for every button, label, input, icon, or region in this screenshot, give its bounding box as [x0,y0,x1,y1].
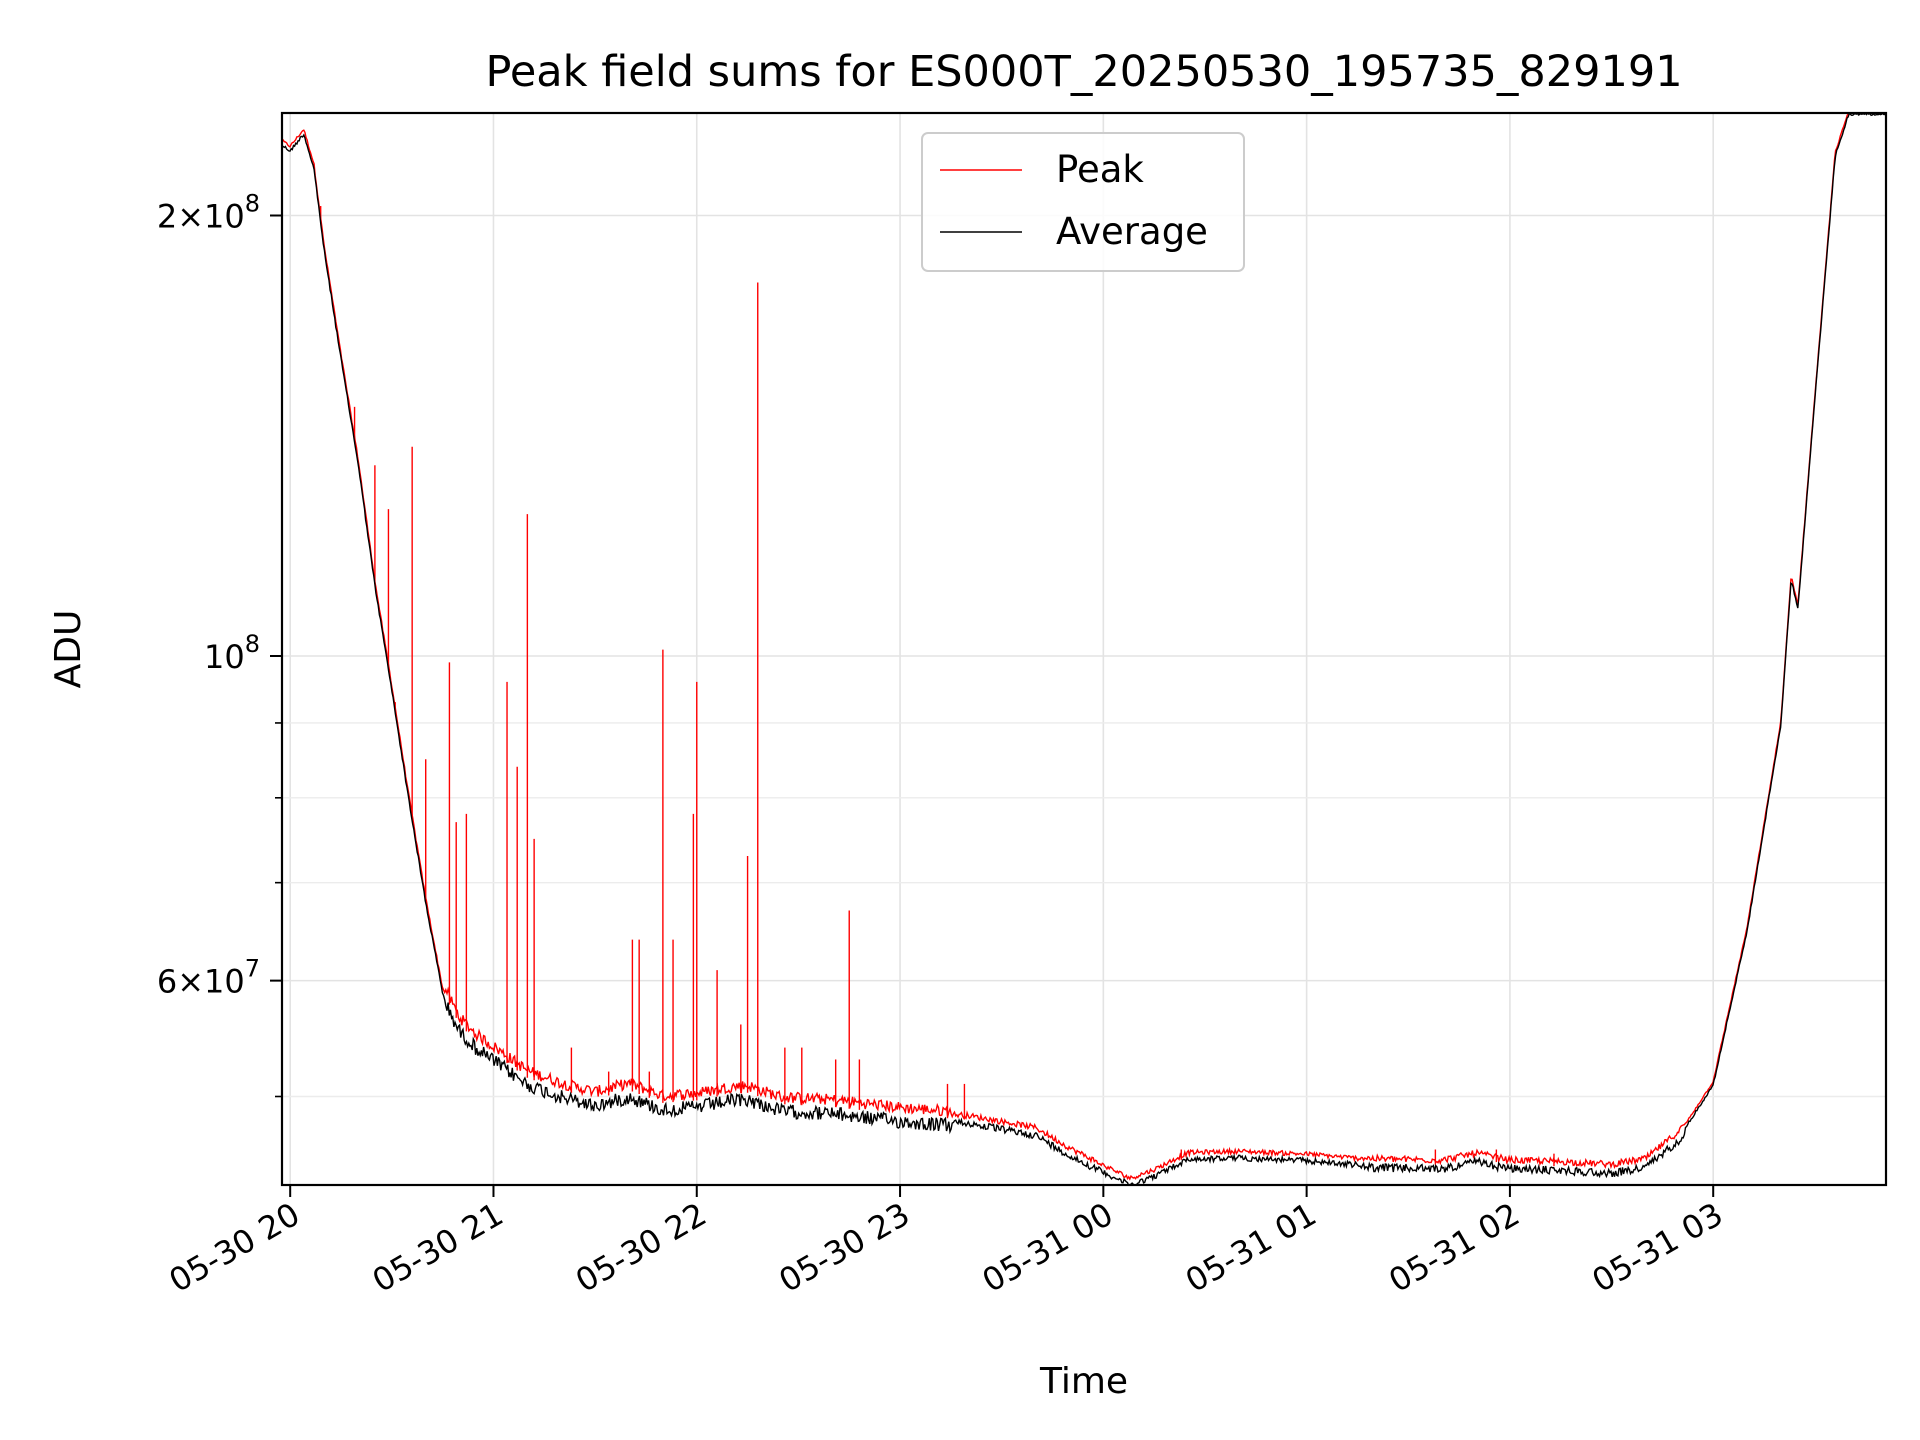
y-tick-label: 6×107 [157,955,260,1001]
plot-frame [280,111,1888,1187]
legend-box [921,132,1245,272]
axis-ticks: 05-30 20 05-30 21 05-30 22 05-30 23 05-31 00… [157,189,1729,1299]
y-tick-base: 6 [157,963,177,1001]
y-tick-exponent: 8 [245,630,260,658]
x-tick-label: 05-30 22 [569,1195,713,1300]
legend: Peak Average [921,132,1245,272]
grid [282,113,1886,1185]
y-tick-times: ×10 [177,197,245,235]
x-tick-label: 05-31 02 [1382,1195,1526,1300]
y-tick-label: 108 [204,630,260,676]
legend-peak-label: Peak [1056,148,1144,191]
x-tick-label: 05-31 01 [1179,1195,1323,1300]
y-tick-exponent: 8 [245,189,260,217]
average-series-line [282,113,1886,1185]
x-axis-label: Time [1039,1361,1128,1402]
x-tick-label: 05-31 00 [976,1195,1120,1300]
legend-average-label: Average [1056,210,1208,253]
x-tick-label: 05-31 03 [1586,1195,1730,1300]
y-tick-ten: 10 [204,638,245,676]
series-group [282,113,1886,1185]
x-tick-label: 05-30 21 [366,1195,510,1300]
peak-series-line [282,113,1850,1181]
y-tick-times: ×10 [177,963,245,1001]
x-tick-label: 05-30 23 [772,1195,916,1300]
y-tick-exponent: 7 [245,955,260,983]
chart-title: Peak field sums for ES000T_20250530_1957… [485,47,1682,97]
y-axis-label: ADU [48,610,89,689]
x-tick-label: 05-30 20 [163,1195,307,1300]
y-tick-label: 2×108 [157,189,260,235]
y-tick-base: 2 [157,197,177,235]
